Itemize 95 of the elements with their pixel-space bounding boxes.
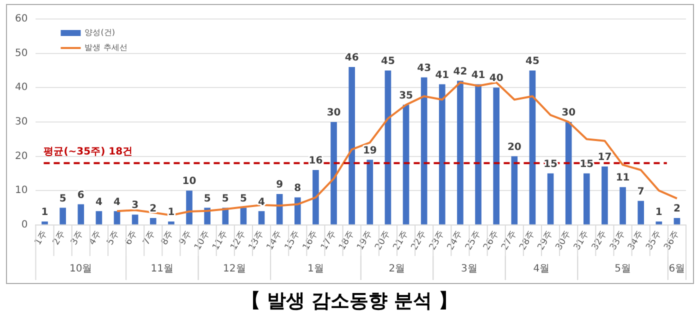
y-tick-label: 20 xyxy=(14,150,28,162)
data-label: 35 xyxy=(399,90,414,102)
ref-line-label: 평균(~35주) 18건 xyxy=(44,146,133,158)
bar xyxy=(620,187,626,224)
data-label: 5 xyxy=(204,193,211,204)
bar xyxy=(547,173,554,224)
bar xyxy=(638,200,644,224)
text: 6월 xyxy=(668,264,686,275)
bar xyxy=(565,122,572,224)
y-tick-label: 60 xyxy=(14,14,28,25)
x-tick-label: 7주 xyxy=(142,229,158,248)
data-label: 11 xyxy=(616,172,630,184)
data-label: 5 xyxy=(222,193,229,204)
bar xyxy=(312,170,319,224)
bar xyxy=(674,218,680,224)
bar xyxy=(475,84,482,224)
x-tick-label: 3주 xyxy=(69,229,86,248)
bar xyxy=(493,88,500,224)
y-tick-label: 30 xyxy=(14,116,28,128)
bar xyxy=(240,208,247,224)
bar xyxy=(602,166,608,224)
data-label: 1 xyxy=(41,207,48,218)
data-label: 40 xyxy=(489,73,504,84)
data-label: 4 xyxy=(95,196,102,208)
bar xyxy=(420,77,428,224)
text: 1월 xyxy=(308,264,324,275)
data-label: 10 xyxy=(182,176,196,188)
x-tick-label: 8주 xyxy=(160,229,176,248)
text: 2월 xyxy=(388,264,406,275)
text: 11월 xyxy=(150,264,174,275)
text: 4월 xyxy=(533,264,550,275)
text: 3월 xyxy=(461,264,478,275)
data-label: 6 xyxy=(77,190,84,201)
data-label: 41 xyxy=(471,70,486,81)
data-label: 2 xyxy=(673,204,680,215)
data-label: 1 xyxy=(655,207,662,218)
text: 10월 xyxy=(70,264,92,275)
legend-label: 양성(건) xyxy=(84,28,115,38)
bar xyxy=(366,160,374,224)
data-label: 5 xyxy=(59,193,66,204)
data-label: 42 xyxy=(453,66,468,78)
x-tick-label: 6주 xyxy=(124,229,140,248)
data-label: 30 xyxy=(562,108,576,119)
data-label: 43 xyxy=(417,62,432,74)
y-tick-label: 50 xyxy=(14,48,28,59)
data-label: 46 xyxy=(344,52,359,64)
text: 12월 xyxy=(223,264,246,275)
data-label: 2 xyxy=(150,204,157,215)
data-label: 30 xyxy=(326,108,341,119)
bar xyxy=(438,84,446,224)
data-label: 8 xyxy=(294,183,302,194)
y-tick-label: 40 xyxy=(14,82,28,94)
data-label: 15 xyxy=(580,159,594,170)
data-label: 16 xyxy=(308,156,323,167)
bar xyxy=(348,67,355,224)
bar xyxy=(402,104,410,224)
bar xyxy=(294,197,301,224)
data-label: 3 xyxy=(132,200,139,212)
data-label: 19 xyxy=(362,145,377,156)
bar xyxy=(42,221,48,224)
bar xyxy=(186,190,192,224)
y-tick-label: 0 xyxy=(21,219,28,230)
bar xyxy=(583,173,590,224)
data-label: 7 xyxy=(637,186,644,198)
x-tick-label: 9주 xyxy=(178,229,194,248)
bar xyxy=(330,122,337,224)
bar xyxy=(168,221,174,224)
x-tick-label: 5주 xyxy=(106,229,122,248)
text: 5월 xyxy=(614,264,631,275)
bar xyxy=(511,156,518,224)
y-tick-label: 10 xyxy=(14,185,28,196)
bar xyxy=(384,70,392,224)
bar xyxy=(96,211,102,224)
bar xyxy=(132,214,138,224)
data-label: 17 xyxy=(598,152,612,164)
bar xyxy=(457,80,464,224)
bar xyxy=(114,211,120,224)
bar xyxy=(529,70,536,224)
legend-label: 발생 추세선 xyxy=(84,43,128,52)
text: 【 발생 감소동향 분석 】 xyxy=(240,289,459,314)
data-label: 45 xyxy=(380,56,395,68)
data-label: 5 xyxy=(240,193,247,204)
bar xyxy=(656,221,662,224)
bar xyxy=(150,218,156,224)
bar xyxy=(258,211,265,224)
data-label: 9 xyxy=(276,180,284,191)
data-label: 4 xyxy=(114,196,121,208)
bar xyxy=(60,208,66,224)
data-label: 45 xyxy=(526,56,540,68)
data-label: 41 xyxy=(435,70,450,81)
bar xyxy=(78,204,84,224)
x-tick-label: 2주 xyxy=(51,229,68,248)
x-tick-label: 1주 xyxy=(33,229,50,248)
x-tick-label: 4주 xyxy=(88,229,104,248)
data-label: 20 xyxy=(507,142,522,153)
